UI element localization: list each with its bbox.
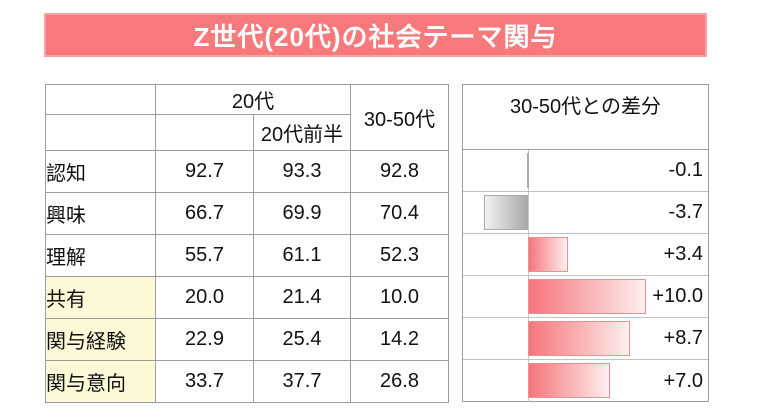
diff-bar xyxy=(527,279,646,314)
page-title: Z世代(20代)の社会テーマ関与 xyxy=(193,21,558,52)
diff-row: +8.7 xyxy=(463,318,708,360)
diff-row: +10.0 xyxy=(463,276,708,318)
value-cell: 92.8 xyxy=(350,150,449,193)
blank-cell xyxy=(45,114,156,151)
value-cell: 26.8 xyxy=(350,360,449,403)
row-label-cell: 理解 xyxy=(45,234,156,277)
value-cell: 55.7 xyxy=(155,234,254,277)
diff-value-label: +7.0 xyxy=(663,369,703,392)
diff-value-label: -0.1 xyxy=(668,159,703,181)
value-cell: 70.4 xyxy=(350,192,449,235)
value-cell: 22.9 xyxy=(155,318,254,361)
value-cell: 52.3 xyxy=(350,234,449,277)
corner-blank-cell xyxy=(45,84,156,115)
value-cell: 14.2 xyxy=(350,318,449,361)
value-cell: 66.7 xyxy=(155,192,254,235)
row-label-cell: 興味 xyxy=(45,192,156,235)
diff-value-label: -3.7 xyxy=(668,201,703,223)
column-header-20s: 20代 xyxy=(155,84,351,115)
data-table: 20代 30-50代 20代前半 認知 92.7 93.3 92.8 興味 66… xyxy=(45,84,449,403)
value-cell: 25.4 xyxy=(253,318,351,361)
diff-row: -3.7 xyxy=(463,192,708,234)
column-header-30-50s: 30-50代 xyxy=(350,84,449,151)
zero-axis-line xyxy=(527,150,529,402)
diff-bar xyxy=(484,195,528,230)
value-cell: 37.7 xyxy=(253,360,351,403)
value-cell: 21.4 xyxy=(253,276,351,319)
row-label-cell-highlighted: 関与意向 xyxy=(45,360,156,403)
value-cell: 10.0 xyxy=(350,276,449,319)
diff-value-label: +10.0 xyxy=(652,285,703,307)
value-cell: 69.9 xyxy=(253,192,351,235)
diff-value-label: +8.7 xyxy=(663,327,703,349)
row-label-cell: 認知 xyxy=(45,150,156,193)
column-header-20s-early: 20代前半 xyxy=(253,114,351,151)
diff-bar xyxy=(527,237,568,272)
value-cell: 61.1 xyxy=(253,234,351,277)
value-cell: 20.0 xyxy=(155,276,254,319)
diff-row: -0.1 xyxy=(463,150,708,192)
diff-chart-panel: 30-50代との差分 -0.1 -3.7 +3.4 +10.0 +8.7 xyxy=(462,84,709,402)
diff-value-label: +3.4 xyxy=(663,243,703,265)
value-cell: 33.7 xyxy=(155,360,254,403)
diff-bar xyxy=(526,153,529,188)
diff-bar xyxy=(527,321,631,356)
value-cell: 93.3 xyxy=(253,150,351,193)
row-label-cell-highlighted: 関与経験 xyxy=(45,318,156,361)
title-banner: Z世代(20代)の社会テーマ関与 xyxy=(44,13,707,57)
value-cell: 92.7 xyxy=(155,150,254,193)
diff-bar xyxy=(527,363,611,398)
diff-chart-title: 30-50代との差分 xyxy=(463,85,708,150)
diff-row: +7.0 xyxy=(463,360,708,402)
diff-chart-plot-area: -0.1 -3.7 +3.4 +10.0 +8.7 +7.0 xyxy=(463,150,708,402)
row-label-cell-highlighted: 共有 xyxy=(45,276,156,319)
diff-row: +3.4 xyxy=(463,234,708,276)
blank-cell xyxy=(155,114,254,151)
